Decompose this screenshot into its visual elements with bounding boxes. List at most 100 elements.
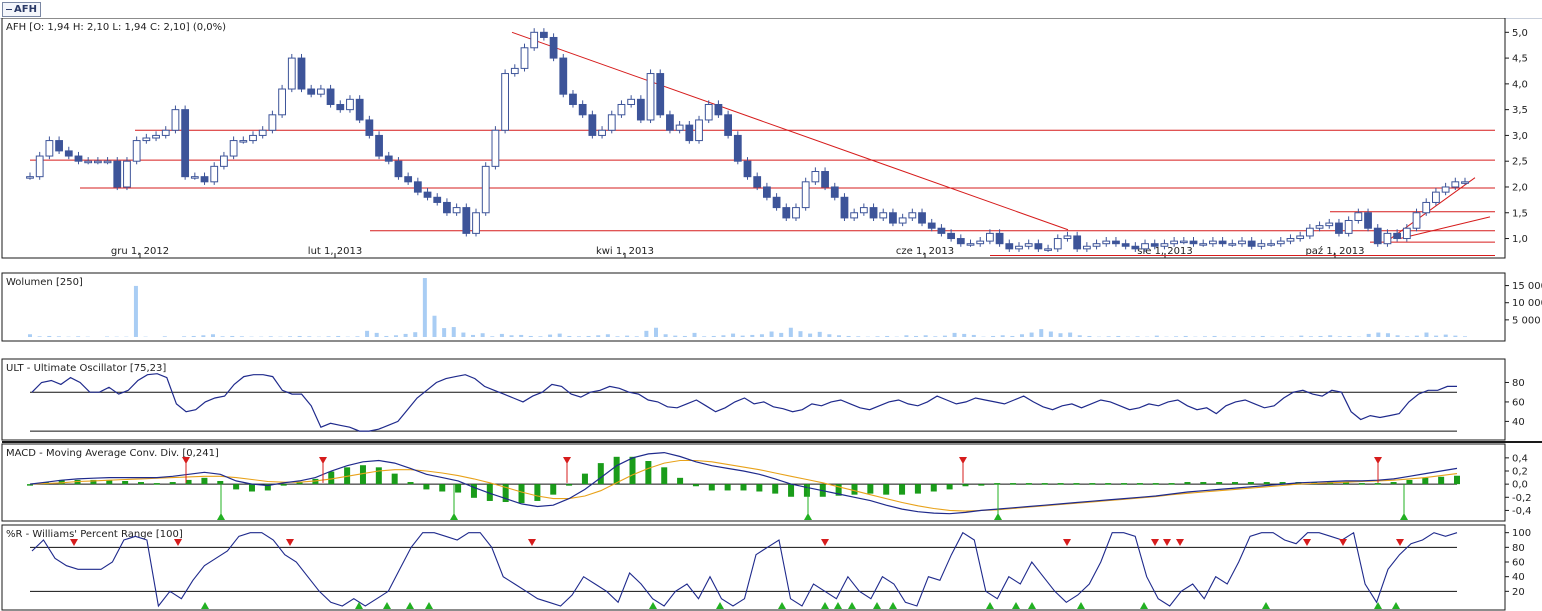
- volume-bar: [788, 327, 793, 337]
- candle-body: [1373, 227, 1382, 245]
- candle-body: [190, 176, 199, 179]
- volume-bar: [374, 332, 379, 337]
- candle-body: [1344, 219, 1353, 234]
- candle-body: [1189, 240, 1198, 245]
- macd-histogram-bar: [851, 484, 858, 495]
- candle-body: [976, 240, 985, 245]
- macd-histogram-bar: [328, 471, 335, 485]
- candle-body: [1393, 232, 1402, 240]
- candle-body: [1247, 240, 1256, 247]
- sell-signal-marker: [182, 457, 190, 464]
- downtrend-line: [511, 31, 1069, 231]
- candle-body: [200, 176, 209, 183]
- wr-buy-marker: [406, 602, 414, 609]
- candle-body: [743, 160, 752, 178]
- wr-buy-marker: [425, 602, 433, 609]
- macd-histogram-bar: [661, 467, 668, 485]
- macd-signal-line: [29, 459, 1458, 512]
- macd-histogram-bar: [740, 484, 747, 491]
- volume-bar: [422, 278, 427, 337]
- volume-bar: [1019, 334, 1024, 337]
- candle-body: [287, 57, 296, 90]
- volume-bar: [442, 328, 447, 337]
- volume-bar: [1347, 335, 1352, 337]
- candle-body: [1024, 243, 1033, 247]
- y-tick-label-price: 2,0: [1512, 182, 1528, 193]
- macd-histogram-bar: [1073, 483, 1080, 485]
- volume-bar: [644, 330, 649, 337]
- candle-body: [258, 129, 267, 136]
- volume-bar: [220, 336, 225, 337]
- volume-bar: [355, 336, 360, 337]
- volume-bar: [1405, 336, 1410, 337]
- candle-body: [501, 73, 509, 131]
- macd-histogram-bar: [1422, 477, 1429, 485]
- volume-bar: [1202, 336, 1207, 337]
- macd-histogram-bar: [248, 484, 255, 492]
- macd-histogram-bar: [566, 484, 573, 486]
- candle-body: [762, 186, 771, 198]
- volume-bar: [37, 336, 42, 337]
- candle-body: [1053, 238, 1062, 250]
- volume-bar: [451, 327, 456, 337]
- wr-buy-marker: [383, 602, 391, 609]
- macd-histogram-bar: [486, 484, 493, 501]
- volume-bar: [1280, 336, 1285, 337]
- candle-body: [452, 207, 461, 214]
- volume-bar: [365, 330, 370, 337]
- candle-body: [966, 243, 975, 246]
- x-axis-label: gru 1, 2012: [111, 246, 169, 257]
- wr-sell-marker: [1339, 539, 1347, 546]
- volume-bar: [403, 333, 408, 337]
- volume-bar: [471, 334, 476, 337]
- x-axis-label: kwi 1, 2013: [596, 246, 654, 257]
- volume-bar: [1174, 336, 1179, 337]
- volume-bar: [490, 336, 495, 337]
- candle-body: [181, 109, 190, 178]
- volume-bar: [808, 333, 813, 337]
- price-panel-label: AFH [O: 1,94 H: 2,10 L: 1,94 C: 2,10] (0…: [6, 22, 226, 33]
- candle-body: [937, 227, 946, 234]
- volume-bar: [182, 336, 187, 337]
- macd-histogram-bar: [613, 456, 620, 485]
- volume-bar: [499, 333, 504, 337]
- candle-body: [792, 207, 800, 219]
- candle-body: [1364, 212, 1372, 229]
- wr-buy-marker: [834, 602, 842, 609]
- ticker-tab-bar: AFH: [0, 0, 1542, 19]
- candle-body: [481, 165, 490, 214]
- candle-body: [675, 124, 684, 131]
- volume-bar: [933, 336, 938, 337]
- candle-body: [714, 103, 723, 116]
- wr-buy-marker: [355, 602, 363, 609]
- ticker-tab-afh[interactable]: AFH: [2, 2, 41, 17]
- volume-bar: [336, 335, 341, 337]
- y-tick-label-macd: 0,0: [1512, 480, 1528, 491]
- y-tick-label-wr: 20: [1512, 587, 1525, 598]
- candle-body: [316, 88, 325, 95]
- volume-bar: [201, 335, 206, 337]
- volume-bar: [654, 327, 659, 337]
- macd-histogram-bar: [994, 483, 1001, 485]
- candle-body: [772, 196, 781, 209]
- volume-bar: [962, 333, 967, 337]
- volume-bar: [56, 336, 61, 337]
- macd-histogram-bar: [1105, 483, 1112, 485]
- macd-histogram-bar: [407, 482, 414, 485]
- macd-histogram-bar: [423, 484, 430, 490]
- volume-bar: [162, 336, 167, 337]
- macd-histogram-bar: [677, 477, 684, 485]
- volume-bar: [1048, 331, 1053, 337]
- candle-body: [1257, 243, 1266, 247]
- volume-bar: [1376, 332, 1381, 337]
- macd-histogram-bar: [1089, 483, 1096, 485]
- macd-histogram-bar: [1136, 483, 1143, 485]
- candle-body: [1238, 240, 1246, 245]
- candle-body: [1112, 240, 1120, 245]
- volume-bar: [1135, 336, 1140, 337]
- y-tick-label-macd: 0,4: [1512, 453, 1528, 464]
- sell-signal-marker: [959, 457, 967, 464]
- candle-body: [1034, 243, 1043, 250]
- candle-body: [297, 57, 306, 90]
- candle-body: [908, 212, 917, 219]
